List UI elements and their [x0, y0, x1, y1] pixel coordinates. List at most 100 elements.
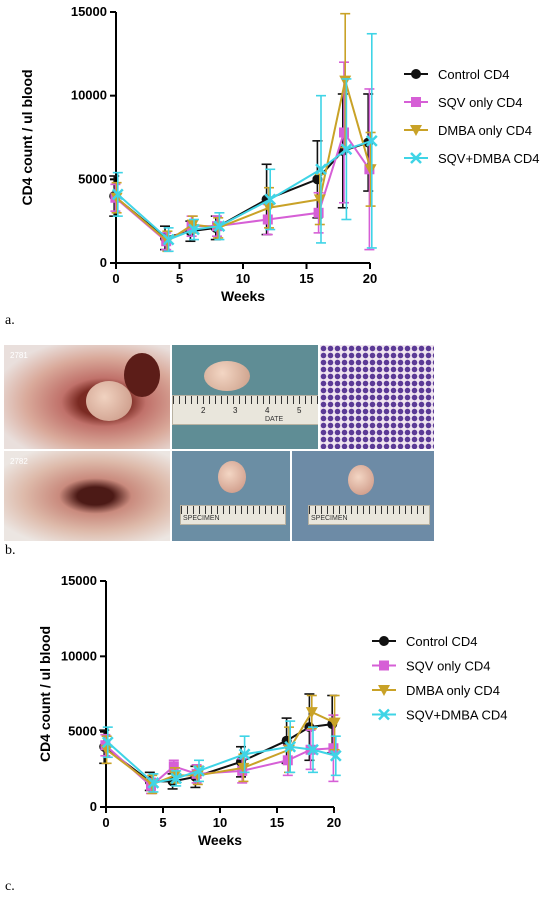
data-point: [379, 636, 389, 646]
series-1: [110, 61, 375, 251]
x-tick-label: 0: [102, 815, 109, 830]
data-point: [186, 219, 199, 231]
data-point: [264, 193, 277, 206]
tumor-mass: [86, 381, 132, 421]
data-point: [263, 202, 275, 214]
x-tick-label: 20: [327, 815, 341, 830]
data-point: [340, 143, 353, 156]
y-tick-label: 10000: [61, 648, 97, 663]
data-point: [315, 163, 327, 176]
ruler-specimen-label: SPECIMEN: [311, 515, 348, 522]
excised-tumor: [204, 361, 250, 391]
panel-label-b: b.: [5, 543, 16, 558]
ruler-date-label: DATE: [265, 416, 284, 423]
data-point: [147, 777, 160, 789]
x-tick-label: 15: [270, 815, 284, 830]
data-point: [313, 194, 326, 206]
x-axis-label: Weeks: [221, 288, 265, 304]
x-tick-label: 0: [112, 271, 119, 286]
legend-item-2: DMBA only CD4: [404, 123, 532, 138]
data-point: [262, 214, 273, 225]
data-point: [162, 233, 175, 246]
y-tick-label: 0: [90, 799, 97, 814]
measuring-ruler-bottom-2: SPECIMEN: [308, 505, 430, 525]
y-tick-label: 5000: [68, 724, 97, 739]
excised-tumor-photo-bottom-2: SPECIMEN: [292, 451, 434, 541]
data-point: [378, 685, 390, 696]
panel-label-c: c.: [5, 879, 15, 894]
legend-item-2: DMBA only CD4: [372, 683, 500, 698]
histology-photo: [320, 345, 434, 449]
data-point: [328, 717, 341, 729]
ruler-number: 4: [265, 406, 270, 415]
x-tick-label: 20: [363, 271, 377, 286]
excised-tumor-photo-bottom-1: SPECIMEN: [172, 451, 290, 541]
excised-tumor: [348, 465, 374, 495]
data-point: [411, 97, 421, 107]
excised-tumor-photo-top: 2 3 4 5 DATE: [172, 345, 318, 449]
y-axis-label: CD4 count / ul blood: [37, 626, 53, 762]
x-tick-label: 5: [159, 815, 166, 830]
liver-tissue: [124, 353, 160, 397]
series-line: [107, 741, 337, 784]
series-line: [117, 139, 373, 241]
data-point: [193, 764, 205, 777]
legend-label: Control CD4: [438, 67, 510, 82]
data-point: [168, 761, 179, 772]
series-2: [110, 12, 377, 253]
data-point: [339, 75, 352, 87]
y-tick-label: 0: [100, 255, 107, 270]
legend-item-0: Control CD4: [404, 67, 510, 82]
x-axis-label: Weeks: [198, 832, 242, 848]
data-point: [111, 188, 124, 201]
x-tick-label: 5: [176, 271, 183, 286]
data-point: [238, 748, 251, 761]
data-point: [378, 708, 390, 721]
legend-item-3: SQV+DMBA CD4: [404, 151, 540, 166]
y-axis-label: CD4 count / ul blood: [19, 69, 35, 205]
data-point: [188, 223, 200, 236]
y-tick-label: 5000: [78, 171, 107, 186]
data-point: [313, 207, 324, 218]
data-point: [379, 660, 389, 671]
chart-a: 0 5000 10000 15000 0 5 10 15 20 Weeks CD4 count / …: [19, 4, 540, 304]
legend-item-1: SQV only CD4: [404, 95, 523, 110]
necropsy-photo-bottom: 2782: [4, 451, 170, 541]
series-2: [100, 694, 341, 795]
series-line: [104, 744, 334, 788]
data-point: [410, 125, 422, 136]
legend-item-0: Control CD4: [372, 634, 478, 649]
series-3: [111, 32, 378, 253]
legend-item-1: SQV only CD4: [372, 659, 491, 674]
data-point: [282, 755, 293, 766]
data-point: [170, 772, 183, 785]
data-point: [410, 152, 422, 164]
data-point: [213, 220, 226, 233]
data-point: [101, 736, 114, 749]
measuring-ruler-top: 2 3 4 5 DATE: [172, 395, 318, 425]
legend-item-3: SQV+DMBA CD4: [372, 708, 508, 723]
series-3: [101, 720, 342, 793]
excised-tumor: [218, 461, 246, 493]
data-point: [339, 127, 349, 138]
data-point: [365, 134, 378, 147]
measuring-ruler-bottom-1: SPECIMEN: [180, 505, 286, 525]
x-tick-label: 10: [236, 271, 250, 286]
y-tick-label: 15000: [71, 4, 107, 19]
legend-label: SQV only CD4: [406, 659, 491, 674]
legend-label: Control CD4: [406, 634, 478, 649]
data-point: [411, 69, 421, 79]
necropsy-photo-top: 2781: [4, 345, 170, 449]
legend-label: SQV+DMBA CD4: [438, 151, 540, 166]
ruler-number: 5: [297, 406, 302, 415]
data-point: [307, 743, 319, 756]
specimen-id-bottom: 2782: [10, 457, 28, 466]
series-0: [99, 693, 338, 792]
photo-panel-b: 2781 2 3 4 5 DATE 2782 SPECIMEN SPECIMEN: [4, 345, 434, 541]
data-point: [237, 762, 250, 774]
legend-label: DMBA only CD4: [438, 123, 532, 138]
specimen-id-top: 2781: [10, 351, 28, 360]
ruler-specimen-label: SPECIMEN: [183, 515, 220, 522]
chart-c: 0 5000 10000 15000 0 5 10 15 20 Weeks CD4 count / …: [37, 573, 508, 848]
data-point: [329, 749, 342, 762]
